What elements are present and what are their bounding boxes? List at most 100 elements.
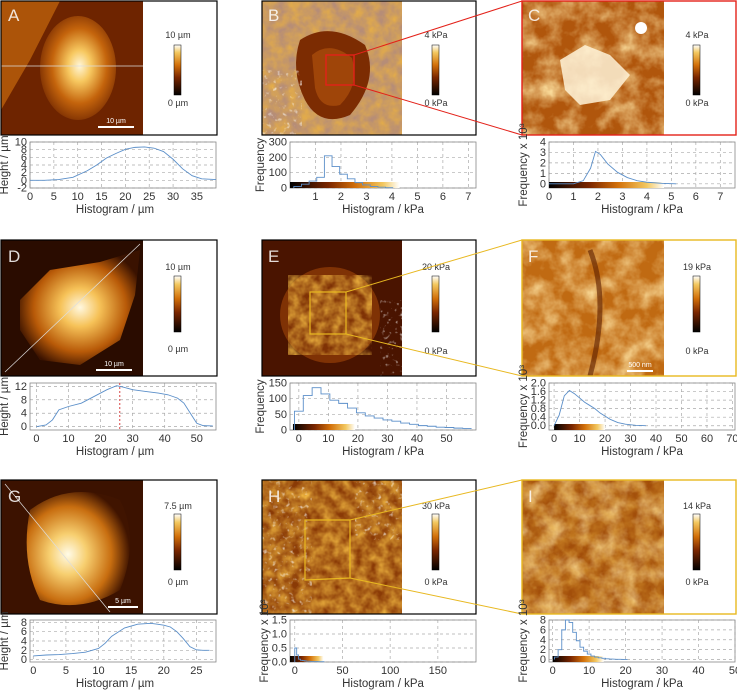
y-tick-label: 0	[540, 654, 546, 666]
panel-f-scalebar: 500 nm	[628, 362, 652, 369]
x-tick-label: 30	[126, 433, 138, 445]
x-tick-label: 10	[62, 433, 74, 445]
x-tick-label: 6	[440, 191, 446, 203]
panel-i-image: I	[522, 480, 664, 614]
histogram-colorbar	[290, 656, 324, 662]
panel-b-chart: 0 100 200 300 1 2 3 4 5 6 7 Histogram / kPa Frequenc…	[255, 137, 477, 216]
histogram-colorbar	[554, 424, 606, 430]
panel-g-label: G	[8, 487, 21, 506]
x-axis-label: Histogram / kPa	[601, 678, 683, 690]
x-tick-label: 40	[650, 433, 662, 445]
x-axis-label: Histogram / µm	[76, 446, 154, 458]
panel-b-colorbar-max: 4 kPa	[424, 30, 447, 40]
x-tick-label: 10	[92, 665, 104, 677]
panel-c-colorbar-min: 0 kPa	[685, 98, 708, 108]
panel-d-image: 10 µm D	[1, 240, 143, 376]
panel-i-colorbar: 14 kPa 0 kPa	[521, 479, 737, 615]
panel-b-label: B	[268, 6, 279, 25]
panel-g-scalebar: 5 µm	[115, 598, 131, 605]
plot-frame	[29, 619, 217, 663]
profile-curve	[553, 389, 646, 427]
y-tick-label: 0.8	[531, 403, 546, 415]
panel-f-image: 500 nm F	[522, 240, 664, 377]
profile-curve	[549, 150, 677, 185]
panel-b-colorbar: 4 kPa 0 kPa	[261, 0, 477, 136]
panel-d-colorbar-max: 10 µm	[165, 262, 190, 272]
y-tick-label: 4	[540, 137, 546, 149]
x-tick-label: 2	[338, 191, 344, 203]
profile-curve	[30, 146, 217, 181]
x-tick-label: 0	[551, 433, 557, 445]
panel-a-label: A	[8, 6, 20, 25]
panel-e-colorbar-max: 20 kPa	[422, 262, 450, 272]
y-tick-label: 0	[281, 183, 287, 195]
x-tick-label: 5	[414, 191, 420, 203]
histogram-colorbar	[549, 182, 665, 188]
histogram-bar	[365, 416, 374, 430]
panel-d-scalebar: 10 µm	[104, 361, 124, 368]
x-tick-label: 0	[33, 433, 39, 445]
x-axis-label: Histogram / kPa	[601, 204, 683, 216]
y-tick-label: 150	[269, 378, 287, 390]
y-tick-label: 2.0	[531, 378, 546, 390]
profile-curve	[36, 385, 213, 428]
panel-a-colorbar: 10 µm 0 µm	[0, 0, 218, 136]
histogram-outline	[293, 155, 394, 189]
y-tick-label: 2	[21, 167, 27, 179]
x-tick-label: 40	[411, 433, 423, 445]
panel-f-colorbar: 19 kPa 0 kPa	[521, 239, 737, 377]
plot-frame	[289, 141, 477, 189]
y-tick-label: 1.0	[272, 629, 287, 641]
x-tick-label: 50	[191, 433, 203, 445]
y-tick-label: 0.0	[531, 420, 546, 432]
x-tick-label: 60	[701, 433, 713, 445]
x-tick-label: 15	[125, 665, 137, 677]
panel-e-chart: 0 50 100 150 0 10 20 30 40 50 Histogram / kPa Frequ…	[255, 378, 477, 458]
y-tick-label: 6	[21, 152, 27, 164]
y-tick-label: 0	[281, 425, 287, 437]
zoom-line-h-bottom	[349, 577, 523, 615]
y-tick-label: -2	[17, 183, 27, 195]
y-tick-label: 50	[275, 409, 287, 421]
x-tick-label: 0	[546, 191, 552, 203]
panel-g-colorbar: 7.5 µm 0 µm	[0, 479, 218, 615]
x-tick-label: 10	[573, 433, 585, 445]
x-tick-label: 40	[159, 433, 171, 445]
y-axis-label: Height / µm	[0, 135, 11, 194]
histogram-bar	[573, 632, 577, 659]
y-tick-label: 1.5	[272, 615, 287, 627]
x-tick-label: 7	[717, 191, 723, 203]
histogram-bar	[401, 423, 410, 430]
y-tick-label: 0	[21, 654, 27, 666]
x-tick-label: 50	[440, 433, 452, 445]
panel-d-colorbar: 10 µm 0 µm	[0, 239, 218, 377]
histogram-bar	[562, 630, 566, 660]
x-tick-label: 150	[429, 665, 447, 677]
panel-g-colorbar-max: 7.5 µm	[164, 501, 192, 511]
panel-i-colorbar-max: 14 kPa	[683, 501, 711, 511]
x-tick-label: 20	[158, 665, 170, 677]
y-tick-label: 1.6	[531, 386, 546, 398]
panel-i-colorbar-min: 0 kPa	[685, 577, 708, 587]
x-axis-label: Histogram / µm	[76, 204, 154, 216]
panel-g-colorbar-min: 0 µm	[168, 577, 188, 587]
x-tick-label: 50	[336, 665, 348, 677]
y-axis-label: Frequency	[255, 379, 267, 434]
y-tick-label: 0	[21, 421, 27, 433]
panel-c-image: C	[522, 1, 664, 135]
y-axis-label: Frequency x 10³	[518, 123, 530, 206]
y-tick-label: 3	[540, 147, 546, 159]
y-tick-label: 100	[269, 167, 287, 179]
y-tick-label: 200	[269, 152, 287, 164]
histogram-bar	[392, 421, 401, 430]
x-tick-label: 1	[570, 191, 576, 203]
y-tick-label: 8	[540, 615, 546, 627]
y-tick-label: 1.2	[531, 395, 546, 407]
panel-c-colorbar: 4 kPa 0 kPa	[521, 0, 737, 136]
x-tick-label: 50	[675, 433, 687, 445]
zoom-line-b-top	[353, 0, 523, 56]
x-tick-label: 0	[27, 191, 33, 203]
